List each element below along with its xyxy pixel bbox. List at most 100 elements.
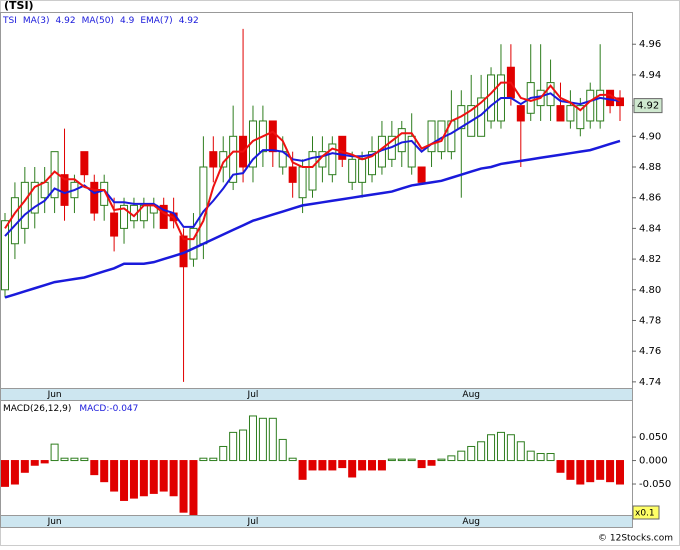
candle-body	[40, 181, 49, 199]
macd-bar	[239, 429, 248, 462]
candle-body	[417, 166, 426, 183]
candle-body	[566, 105, 575, 122]
macd-bar	[110, 460, 119, 492]
macd-bar	[100, 460, 109, 483]
macd-bar	[526, 450, 535, 462]
macd-bar	[219, 445, 228, 462]
y-tick-label: 4.84	[639, 223, 661, 234]
macd-bar	[407, 458, 416, 462]
macd-bar	[447, 455, 456, 462]
x-tick-label: Jul	[247, 517, 259, 527]
candle-body	[487, 74, 496, 122]
macd-bar	[179, 460, 188, 513]
candle-body	[348, 158, 357, 183]
x-tick-label: Aug	[462, 517, 480, 527]
macd-bar	[308, 460, 317, 471]
candle-body	[328, 143, 337, 176]
candle-body	[298, 166, 307, 199]
candle-body	[110, 212, 119, 237]
candle-body	[189, 227, 198, 260]
y-tick-label: 4.86	[639, 193, 661, 204]
macd-bar	[169, 460, 178, 497]
candle-body	[586, 89, 595, 122]
macd-bar	[387, 458, 396, 462]
macd-bar	[586, 460, 595, 483]
macd-bar	[278, 438, 287, 462]
macd-bar	[298, 460, 307, 480]
macd-bar	[139, 460, 148, 497]
scale-box	[632, 505, 660, 520]
macd-bar	[487, 434, 496, 462]
macd-bar	[288, 457, 297, 462]
footer: © 12Stocks.com	[598, 534, 673, 544]
macd-bar	[129, 460, 138, 499]
candle-body	[407, 135, 416, 168]
macd-bar	[556, 460, 565, 473]
macd-bar	[606, 460, 615, 483]
legend-name: EMA(7)	[140, 16, 172, 26]
legend-value: 4.92	[179, 16, 199, 26]
macd-bar	[437, 458, 446, 462]
y-tick-label: 4.80	[639, 285, 661, 296]
last-price-box	[633, 98, 663, 114]
macd-bar	[229, 431, 238, 462]
legend: MACD(26,12,9) MACD:-0.047	[3, 404, 138, 414]
candle-body	[159, 204, 168, 229]
legend-ticker: TSI	[2, 16, 17, 26]
x-tick-label: Jun	[47, 390, 62, 400]
candle-body	[30, 181, 39, 214]
candle-body	[576, 105, 585, 130]
candle-body	[616, 97, 624, 107]
macd-bar	[80, 457, 89, 462]
candle-body	[199, 166, 208, 245]
macd-bar	[60, 457, 69, 462]
candle-body	[80, 151, 89, 176]
macd-bar	[30, 460, 39, 466]
indicator-line	[4, 139, 621, 299]
candle-body	[596, 89, 605, 122]
macd-bar	[149, 460, 158, 494]
legend-name: MACD(26,12,9)	[3, 404, 71, 414]
indicator-line	[4, 81, 621, 241]
candle-body	[308, 151, 317, 191]
legend-value: 4.9	[120, 16, 135, 26]
y-tick-label: 0.050	[639, 432, 668, 443]
candle-body	[1, 220, 9, 291]
indicator-line	[4, 92, 621, 237]
candle-body	[427, 120, 436, 153]
scale-label: x0.1	[635, 509, 655, 519]
macd-bar	[546, 453, 555, 462]
macd-bar	[417, 460, 426, 469]
date-band	[0, 388, 633, 401]
candle-body	[338, 135, 347, 160]
last-price-label: 4.92	[637, 101, 659, 112]
y-tick-label: 4.78	[639, 315, 661, 326]
x-tick-label: Jun	[47, 517, 62, 527]
macd-bar	[596, 460, 605, 480]
macd-bar	[268, 417, 277, 462]
x-tick-label: Aug	[462, 390, 480, 400]
candle-body	[556, 105, 565, 122]
macd-bar	[248, 415, 257, 462]
y-tick-label: -0.050	[639, 479, 671, 490]
macd-bar	[90, 460, 99, 476]
macd-bar	[576, 460, 585, 485]
macd-bar	[189, 460, 198, 516]
chart-title: (TSI)	[4, 0, 34, 12]
macd-bar	[50, 443, 59, 462]
candle-body	[120, 204, 129, 229]
y-tick-label: 4.90	[639, 131, 661, 142]
date-band	[0, 515, 633, 528]
macd-bar	[1, 460, 9, 487]
macd-bar	[358, 460, 367, 471]
macd-bar	[318, 460, 327, 471]
macd-bar	[427, 460, 436, 466]
macd-bar	[536, 453, 545, 462]
legend-value-name: MACD:	[79, 404, 109, 414]
candle-body	[268, 120, 277, 153]
candle-body	[288, 166, 297, 183]
macd-bar	[516, 441, 525, 462]
macd-bar	[368, 460, 377, 471]
macd-bar	[477, 441, 486, 462]
